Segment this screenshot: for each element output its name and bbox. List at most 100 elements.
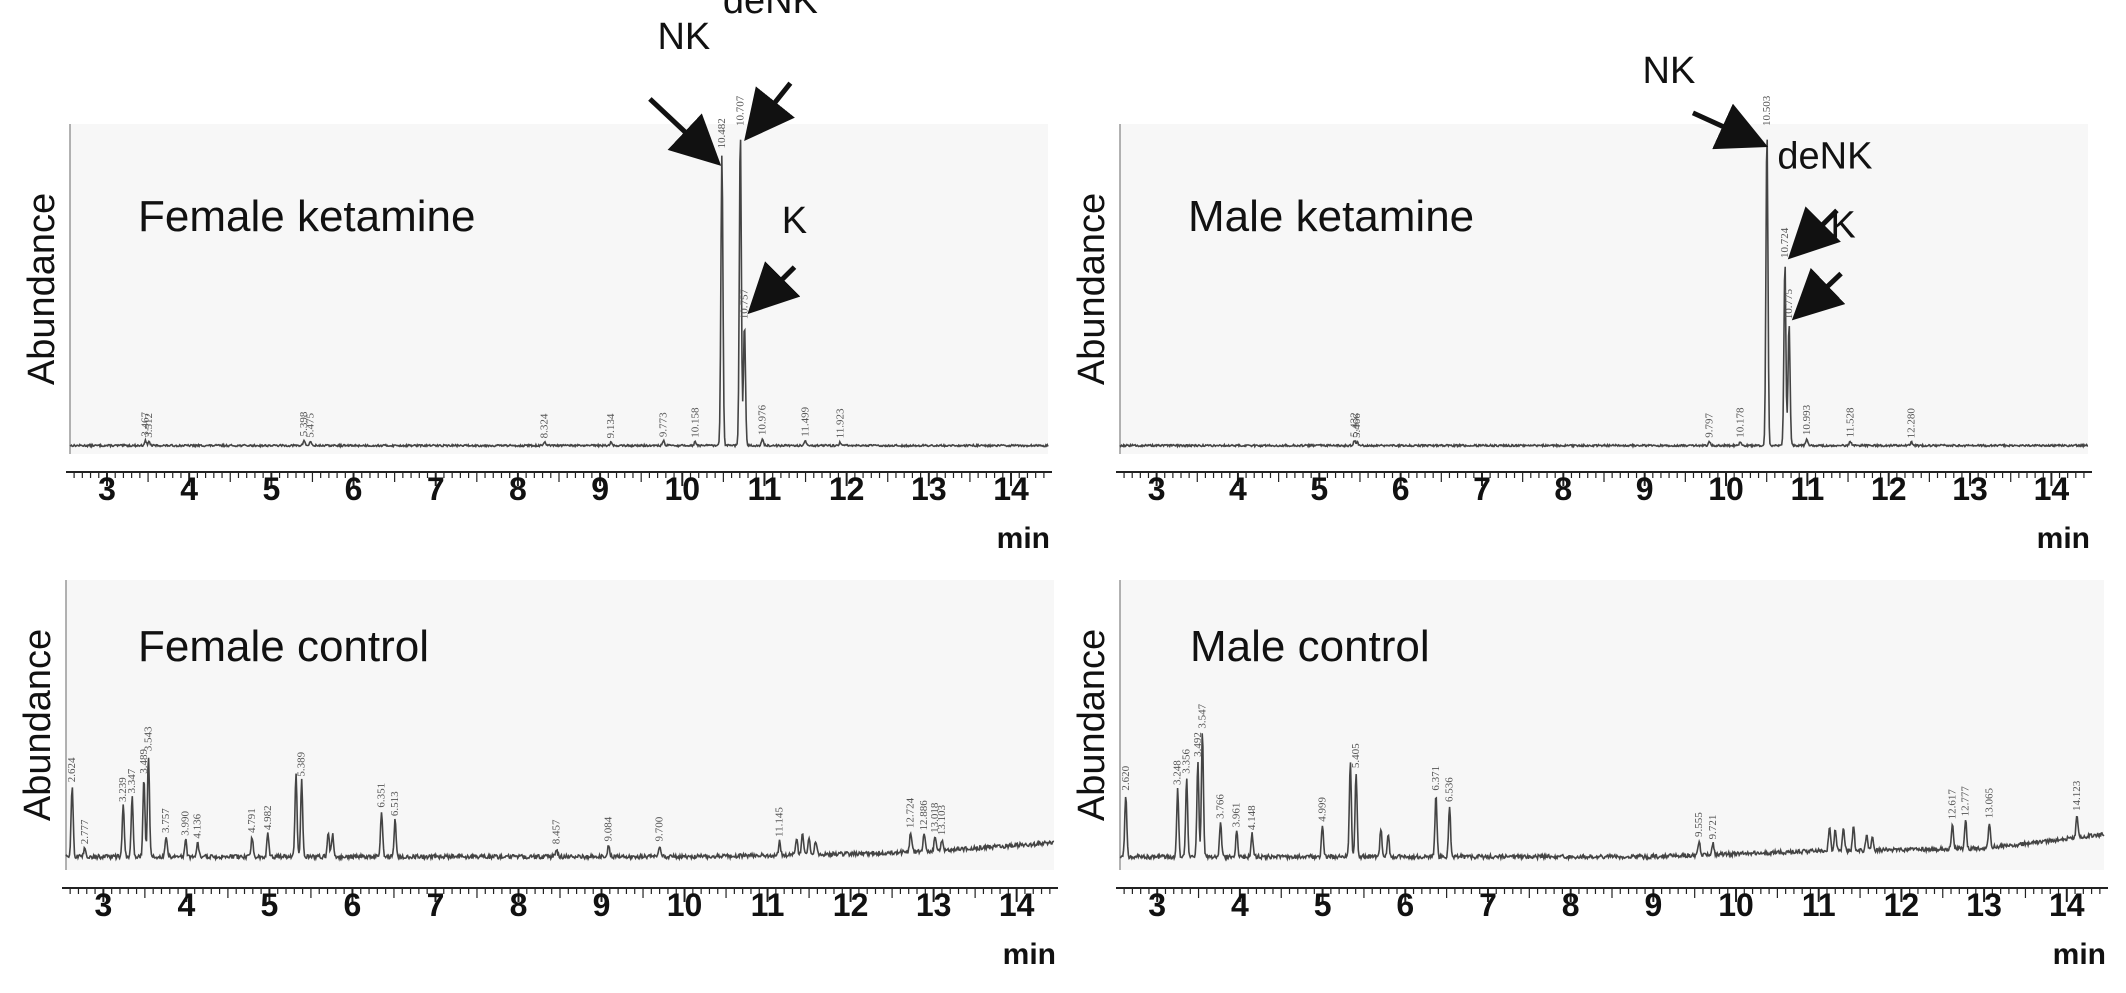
peak-label: 6.536 xyxy=(1444,777,1456,802)
x-axis-unit: min xyxy=(1003,938,1056,971)
x-tick-label: 7 xyxy=(427,471,445,507)
panel-title: Female ketamine xyxy=(138,192,475,241)
peak-label: 10.976 xyxy=(756,404,768,435)
x-tick-label: 3 xyxy=(1148,887,1166,923)
annotation-label: deNK xyxy=(723,0,818,22)
x-tick-label: 11 xyxy=(751,887,785,923)
peak-label: 10.757 xyxy=(738,288,750,319)
peak-label: 8.457 xyxy=(550,819,562,844)
x-tick-label: 12 xyxy=(829,471,865,507)
x-tick-label: 13 xyxy=(911,471,947,507)
peak-label: 13.103 xyxy=(936,804,948,835)
x-tick-label: 11 xyxy=(1790,471,1824,507)
x-tick-label: 14 xyxy=(2049,887,2085,923)
x-tick-label: 4 xyxy=(177,887,195,923)
peak-label: 9.700 xyxy=(654,816,666,841)
peak-label: 5.405 xyxy=(1350,743,1362,768)
x-tick-label: 7 xyxy=(427,887,445,923)
peak-label: 10.482 xyxy=(716,118,728,148)
peak-label: 12.617 xyxy=(1946,789,1958,820)
peak-label: 9.797 xyxy=(1704,412,1716,437)
annotation-arrow xyxy=(1787,206,1841,260)
x-tick-label: 12 xyxy=(1884,887,1920,923)
peak-label: 10.178 xyxy=(1734,407,1746,438)
peak-label: 10.993 xyxy=(1801,404,1813,435)
x-tick-label: 4 xyxy=(1231,887,1249,923)
x-tick-label: 14 xyxy=(999,887,1035,923)
x-tick-label: 12 xyxy=(1871,471,1907,507)
annotation-label: K xyxy=(1830,205,1855,247)
signal-trace xyxy=(1119,733,2105,862)
x-axis-unit: min xyxy=(2037,522,2090,555)
peak-label: 13.018 xyxy=(929,802,941,833)
peak-label: 4.982 xyxy=(262,805,274,830)
x-tick-label: 12 xyxy=(833,887,869,923)
x-tick-label: 6 xyxy=(1396,887,1414,923)
peak-label: 3.467 xyxy=(139,411,151,436)
peak-label: 2.624 xyxy=(66,757,78,782)
plot-background xyxy=(66,580,1054,870)
peak-label: 4.999 xyxy=(1317,796,1329,821)
annotation-arrow xyxy=(744,81,795,142)
x-tick-label: 10 xyxy=(664,471,700,507)
x-tick-label: 10 xyxy=(1708,471,1744,507)
x-tick-label: 6 xyxy=(1392,471,1410,507)
peak-label: 11.499 xyxy=(799,406,811,436)
peak-label: 9.721 xyxy=(1707,815,1719,840)
peak-label: 3.347 xyxy=(126,768,138,793)
x-tick-label: 3 xyxy=(94,887,112,923)
x-tick-label: 10 xyxy=(667,887,703,923)
peak-label: 5.466 xyxy=(1351,413,1363,438)
plot-background xyxy=(1120,580,2104,870)
peak-label: 3.492 xyxy=(1192,732,1204,757)
x-tick-label: 8 xyxy=(510,887,528,923)
peak-label: 6.371 xyxy=(1430,766,1442,791)
peak-label: 9.134 xyxy=(605,413,617,438)
x-tick-label: 13 xyxy=(916,887,952,923)
x-tick-label: 8 xyxy=(1562,887,1580,923)
peak-label: 4.136 xyxy=(192,813,204,838)
peak-label: 6.513 xyxy=(389,791,401,816)
peak-label: 5.398 xyxy=(298,411,310,436)
x-tick-label: 8 xyxy=(509,471,527,507)
peak-label: 3.961 xyxy=(1231,803,1243,828)
panel-title: Male control xyxy=(1190,622,1430,671)
peak-label: 14.123 xyxy=(2071,780,2083,811)
peak-label: 6.351 xyxy=(376,783,388,808)
x-tick-label: 9 xyxy=(1644,887,1662,923)
x-tick-label: 14 xyxy=(2034,471,2070,507)
annotation-label: K xyxy=(782,200,807,242)
x-tick-label: 3 xyxy=(98,471,116,507)
peak-label: 12.724 xyxy=(905,797,917,828)
peak-label: 10.707 xyxy=(734,95,746,126)
x-tick-label: 13 xyxy=(1966,887,2002,923)
peak-label: 10.503 xyxy=(1761,95,1773,126)
peak-label: 8.324 xyxy=(539,413,551,438)
peak-label: 9.084 xyxy=(602,816,614,841)
x-tick-label: 5 xyxy=(1314,887,1332,923)
peak-label: 11.923 xyxy=(834,408,846,438)
x-tick-label: 11 xyxy=(748,471,782,507)
x-tick-label: 10 xyxy=(1718,887,1754,923)
peak-label: 12.777 xyxy=(1960,786,1972,817)
x-tick-label: 5 xyxy=(262,471,280,507)
peak-label: 12.280 xyxy=(1905,408,1917,439)
peak-label: 12.886 xyxy=(918,800,930,831)
signal-trace xyxy=(65,757,1055,862)
annotation-arrow xyxy=(1691,103,1769,150)
signal-trace xyxy=(1119,139,2089,449)
peak-label: 11.145 xyxy=(774,807,786,837)
signal-trace xyxy=(69,139,1049,449)
peak-label: 3.356 xyxy=(1181,749,1193,774)
peak-label: 9.773 xyxy=(658,412,670,437)
annotation-arrow xyxy=(747,261,801,315)
y-axis-label: Abundance xyxy=(21,193,63,385)
peak-label: 3.512 xyxy=(143,413,155,438)
peak-label: 3.766 xyxy=(1215,794,1227,819)
peak-label: 3.990 xyxy=(180,811,192,836)
annotation-label: NK xyxy=(1643,50,1696,92)
